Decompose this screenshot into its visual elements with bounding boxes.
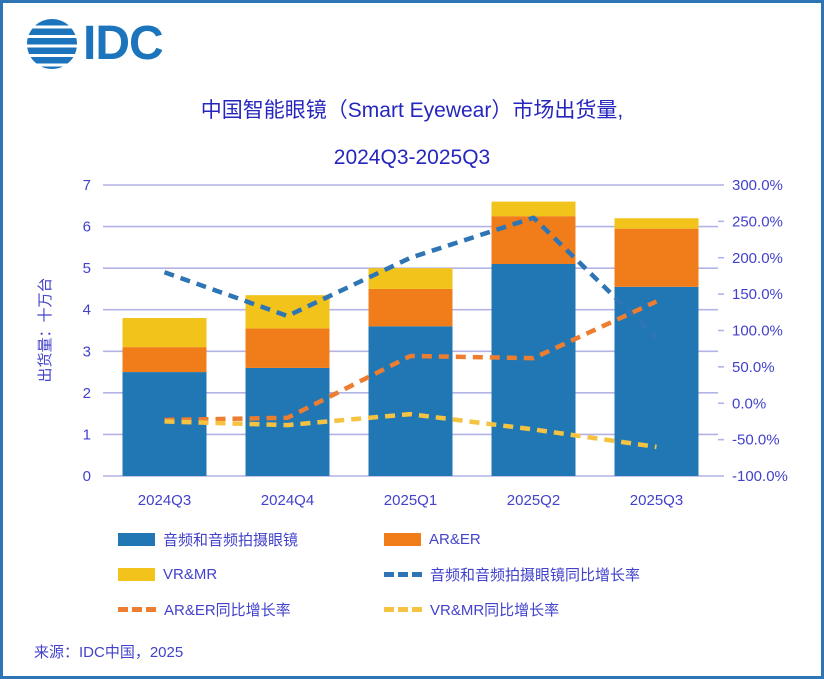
y-axis-title: 出货量：十万台 (37, 277, 54, 382)
bar-segment (368, 268, 453, 289)
legend-label-vr-mr: VR&MR (163, 566, 218, 583)
bar-segment (245, 328, 330, 368)
svg-text:250.0%: 250.0% (732, 213, 783, 230)
legend-label-ar-er-yoy: AR&ER同比增长率 (164, 602, 291, 619)
legend-label-vr-mr-yoy: VR&MR同比增长率 (430, 602, 560, 619)
bars-group (122, 201, 699, 476)
chart-legend: 音频和音频拍摄眼镜 AR&ER VR&MR 音频和音频拍摄眼镜同比增长率 AR&… (118, 522, 640, 627)
legend-item-ar-er: AR&ER (384, 531, 640, 548)
svg-text:2: 2 (83, 385, 91, 402)
legend-item-vr-mr-yoy: VR&MR同比增长率 (384, 599, 640, 620)
bar-segment (491, 263, 576, 476)
svg-text:2024Q3: 2024Q3 (138, 492, 191, 509)
bar-segment (245, 295, 330, 329)
legend-swatch-vr-mr (118, 568, 155, 581)
bar-segment (122, 318, 207, 348)
bar-segment (245, 367, 330, 476)
svg-text:2025Q3: 2025Q3 (630, 492, 683, 509)
svg-text:3: 3 (83, 343, 91, 360)
legend-item-ar-er-yoy: AR&ER同比增长率 (118, 599, 384, 620)
svg-text:0: 0 (83, 468, 91, 485)
chart-title-line2: 2024Q3-2025Q3 (333, 146, 491, 169)
growth-line (163, 215, 659, 340)
bar-segment (614, 228, 699, 287)
bar-segment (122, 372, 207, 476)
svg-text:2025Q2: 2025Q2 (507, 492, 560, 509)
bar-segment (491, 201, 576, 217)
idc-logo-text: IDC (83, 17, 164, 70)
legend-label-audio-glasses-yoy: 音频和音频拍摄眼镜同比增长率 (430, 567, 641, 584)
right-axis-tick-labels: -100.0% -50.0% 0.0% 50.0% 100.0% 150.0% 200.0%… (718, 177, 788, 485)
x-axis-labels: 2024Q3 2024Q4 2025Q1 2025Q2 2025Q3 (138, 492, 683, 509)
legend-swatch-audio-glasses-yoy (384, 572, 422, 577)
svg-text:150.0%: 150.0% (732, 286, 783, 303)
bar-segment (122, 347, 207, 373)
svg-text:1: 1 (83, 426, 91, 443)
growth-line (164, 299, 658, 423)
bar-segment (368, 288, 453, 327)
svg-text:50.0%: 50.0% (732, 359, 775, 376)
svg-text:6: 6 (83, 219, 91, 236)
lines-group (163, 215, 659, 450)
svg-text:-50.0%: -50.0% (732, 432, 780, 449)
legend-swatch-ar-er-yoy (118, 607, 156, 612)
bar-segment (614, 286, 699, 476)
chart-title: 中国智能眼镜（Smart Eyewear）市场出货量, 2024Q3-2025Q… (3, 87, 821, 181)
bar-segment (491, 216, 576, 264)
legend-swatch-ar-er (384, 533, 421, 546)
legend-label-ar-er: AR&ER (429, 531, 481, 548)
svg-text:7: 7 (83, 177, 91, 194)
svg-text:4: 4 (83, 302, 91, 319)
svg-text:出货量：十万台: 出货量：十万台 (37, 277, 54, 382)
svg-text:2024Q4: 2024Q4 (261, 492, 314, 509)
legend-item-vr-mr: VR&MR (118, 566, 384, 583)
svg-text:-100.0%: -100.0% (732, 468, 788, 485)
bar-segment (614, 218, 699, 229)
legend-item-audio-glasses-yoy: 音频和音频拍摄眼镜同比增长率 (384, 564, 640, 585)
legend-item-audio-glasses: 音频和音频拍摄眼镜 (118, 529, 384, 550)
legend-label-audio-glasses: 音频和音频拍摄眼镜 (163, 532, 299, 549)
growth-line (164, 411, 657, 450)
svg-text:200.0%: 200.0% (732, 250, 783, 267)
idc-logo: IDC (27, 17, 164, 70)
bar-segment (368, 326, 453, 476)
source-note: 来源：IDC中国，2025 (34, 644, 184, 661)
left-axis-tick-labels: 0 1 2 3 4 5 6 7 (83, 177, 91, 485)
svg-text:5: 5 (83, 260, 91, 277)
legend-swatch-vr-mr-yoy (384, 607, 422, 612)
svg-text:100.0%: 100.0% (732, 323, 783, 340)
svg-text:0.0%: 0.0% (732, 395, 766, 412)
chart-title-line1: 中国智能眼镜（Smart Eyewear）市场出货量, (200, 99, 624, 122)
legend-swatch-audio-glasses (118, 533, 155, 546)
idc-globe-icon (27, 19, 77, 69)
svg-text:2025Q1: 2025Q1 (384, 492, 437, 509)
chart-svg: 0 1 2 3 4 5 6 7 -100.0% -50.0% 0.0% 50.0% 100.0% 150.… (37, 177, 788, 509)
svg-text:300.0%: 300.0% (732, 177, 783, 194)
